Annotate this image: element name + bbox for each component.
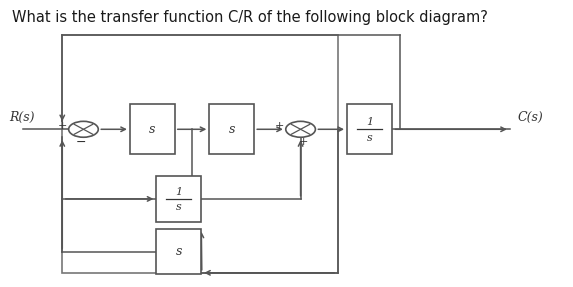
Text: +: +: [274, 121, 284, 131]
Text: +: +: [58, 121, 67, 131]
Text: s: s: [175, 245, 182, 258]
Bar: [209, 104, 254, 154]
Circle shape: [69, 121, 99, 137]
Text: +: +: [299, 137, 308, 147]
Text: C(s): C(s): [517, 111, 543, 125]
Text: s: s: [176, 202, 182, 212]
Text: s: s: [229, 123, 235, 136]
Bar: [347, 104, 392, 154]
Bar: [156, 176, 201, 222]
Bar: [62, 36, 337, 273]
Text: What is the transfer function C/R of the following block diagram?: What is the transfer function C/R of the…: [12, 10, 488, 25]
Text: 1: 1: [366, 117, 373, 127]
Bar: [156, 229, 201, 274]
Text: s: s: [149, 123, 155, 136]
Text: s: s: [367, 133, 372, 143]
Circle shape: [286, 121, 315, 137]
Text: R(s): R(s): [9, 111, 35, 125]
Bar: [130, 104, 175, 154]
Text: −: −: [76, 136, 86, 149]
Text: 1: 1: [175, 187, 182, 197]
